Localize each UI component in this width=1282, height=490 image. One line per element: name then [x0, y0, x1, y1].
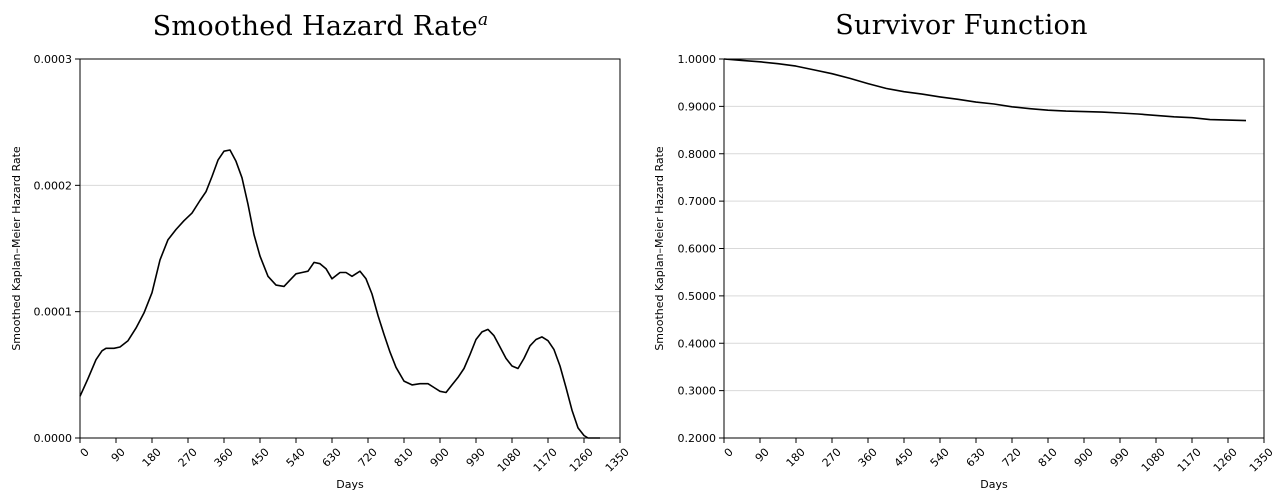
x-tick-label: 360 [212, 446, 236, 470]
y-tick-label: 0.2000 [678, 432, 717, 445]
series-line [723, 58, 1247, 122]
x-tick-label: 1350 [603, 446, 632, 475]
x-tick-label: 990 [464, 446, 488, 470]
x-tick-label: 540 [284, 446, 308, 470]
y-tick-label: 0.9000 [678, 100, 717, 113]
x-tick-label: 1170 [531, 446, 560, 475]
y-tick-label: 0.0003 [34, 53, 73, 66]
x-tick-label: 1350 [1247, 446, 1276, 475]
y-tick-label: 0.0001 [34, 306, 73, 319]
x-tick-label: 810 [1036, 446, 1060, 470]
survivor-function-chart: 0.2000 0.3000 0.4000 0.5000 0.6000 0.7000 0.80… [653, 53, 1276, 490]
x-axis-label: Days [980, 478, 1008, 490]
hazard-title-footnote: a [477, 10, 489, 30]
x-tick-label: 0 [722, 446, 736, 460]
series-line [79, 149, 600, 439]
x-tick-label: 1080 [1139, 446, 1168, 475]
y-tick-label: 0.5000 [678, 290, 717, 303]
x-tick-label: 990 [1108, 446, 1132, 470]
x-tick-label: 0 [78, 446, 92, 460]
x-tick-label: 630 [320, 446, 344, 470]
y-tick-label: 0.3000 [678, 385, 717, 398]
y-tick-label: 0.6000 [678, 243, 717, 256]
x-tick-label: 720 [356, 446, 380, 470]
x-tick-label: 1260 [567, 446, 596, 475]
x-tick-label: 1080 [495, 446, 524, 475]
x-tick-label: 450 [892, 446, 916, 470]
x-tick-label: 270 [820, 446, 844, 470]
x-tick-label: 900 [1072, 446, 1096, 470]
x-tick-label: 900 [428, 446, 452, 470]
x-tick-label: 720 [1000, 446, 1024, 470]
x-tick-label: 90 [109, 446, 128, 465]
x-tick-label: 90 [753, 446, 772, 465]
survivor-chart-title: Survivor Function [835, 10, 1088, 41]
y-tick-label: 0.0000 [34, 432, 73, 445]
y-axis-label: Smoothed Kaplan–Meier Hazard Rate [10, 146, 23, 351]
hazard-rate-chart: 0.0000 0.0001 0.0002 0.0003 0 90 180 270 360 450 5… [10, 53, 632, 490]
y-axis-label: Smoothed Kaplan–Meier Hazard Rate [653, 146, 666, 351]
x-axis-label: Days [336, 478, 364, 490]
hazard-chart-title: Smoothed Hazard Ratea [152, 10, 489, 42]
x-tick-label: 180 [784, 446, 808, 470]
x-tick-label: 630 [964, 446, 988, 470]
y-tick-label: 1.0000 [678, 53, 717, 66]
x-tick-label: 1170 [1175, 446, 1204, 475]
y-tick-label: 0.4000 [678, 337, 717, 350]
x-tick-label: 540 [928, 446, 952, 470]
x-tick-label: 360 [856, 446, 880, 470]
x-tick-label: 270 [176, 446, 200, 470]
survivor-panel: Survivor Function 0.2000 0.3000 0.4000 0.50… [641, 0, 1282, 490]
y-tick-label: 0.0002 [34, 179, 73, 192]
y-tick-label: 0.7000 [678, 195, 717, 208]
hazard-rate-panel: Smoothed Hazard Ratea 0.0000 0.0001 0.0002… [10, 10, 632, 490]
plot-area-frame [79, 58, 621, 439]
y-tick-label: 0.8000 [678, 148, 717, 161]
x-tick-label: 180 [140, 446, 164, 470]
x-tick-label: 810 [392, 446, 416, 470]
x-tick-label: 1260 [1211, 446, 1240, 475]
x-tick-label: 450 [248, 446, 272, 470]
